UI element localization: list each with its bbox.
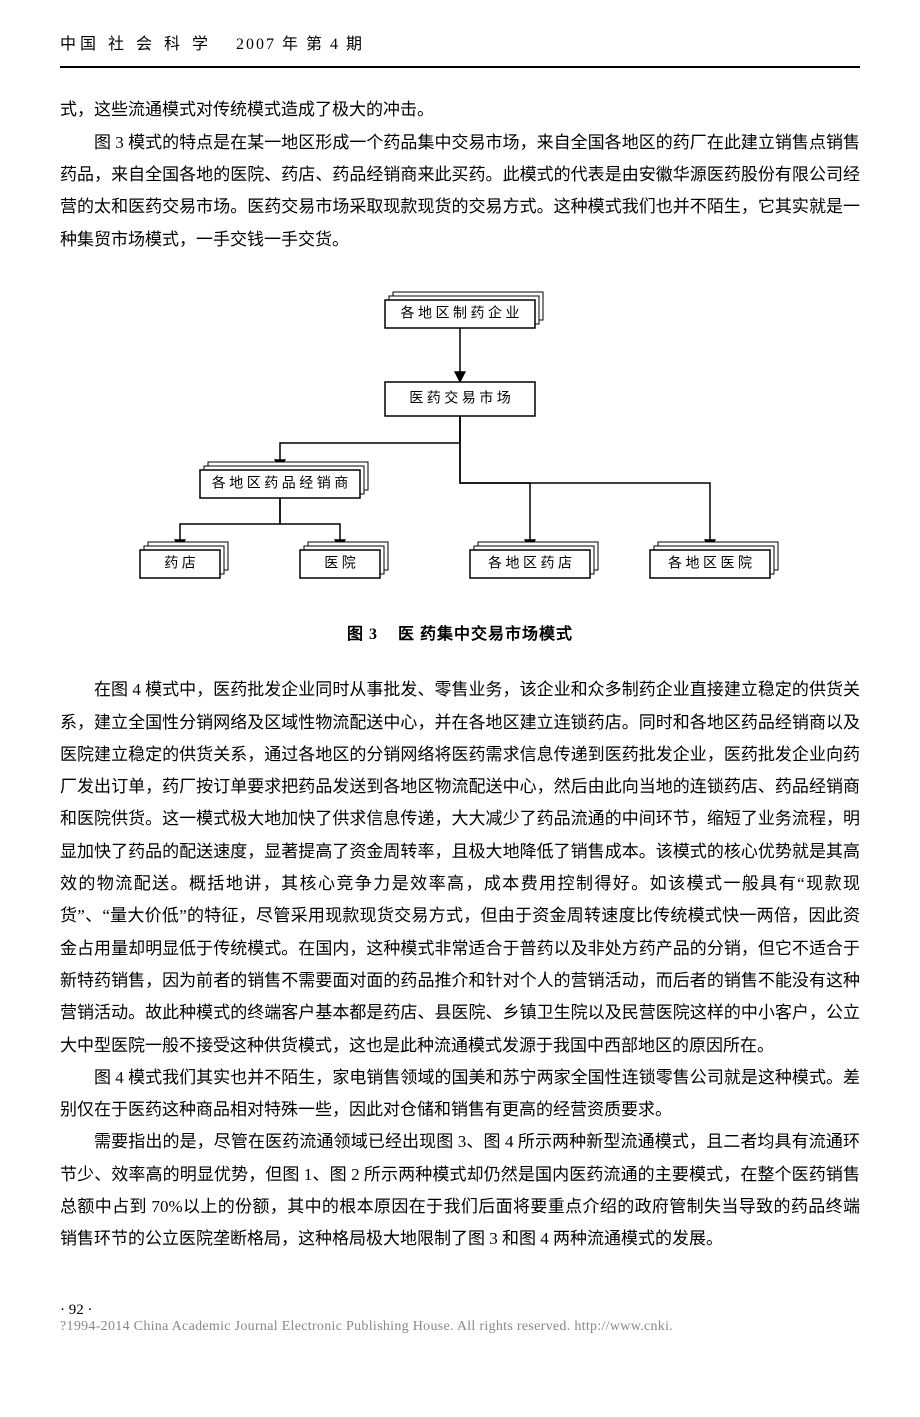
body-paragraph-1: 图 3 模式的特点是在某一地区形成一个药品集中交易市场，来自全国各地区的药厂在此… [60,127,860,256]
svg-text:各 地 区 药 品 经 销 商: 各 地 区 药 品 经 销 商 [212,475,349,491]
figure-number: 图 3 [347,626,378,643]
footer-copyright: ?1994-2014 China Academic Journal Electr… [60,1314,860,1341]
svg-text:各 地 区 药 店: 各 地 区 药 店 [488,555,572,571]
body-paragraph-4: 需要指出的是，尽管在医药流通领域已经出现图 3、图 4 所示两种新型流通模式，且… [60,1126,860,1255]
svg-text:各 地 区 制 药 企 业: 各 地 区 制 药 企 业 [401,304,520,321]
body-paragraph-3: 图 4 模式我们其实也并不陌生，家电销售领域的国美和苏宁两家全国性连锁零售公司就… [60,1062,860,1127]
figure-caption: 图 3 医 药集中交易市场模式 [60,620,860,650]
journal-name: 中国 社 会 科 学 [60,36,212,53]
svg-text:药 店: 药 店 [164,555,196,571]
figure-title: 医 药集中交易市场模式 [398,626,573,643]
page-header: 中国 社 会 科 学 2007 年 第 4 期 [60,30,860,68]
issue-info: 2007 年 第 4 期 [236,36,364,53]
svg-text:医 院: 医 院 [324,555,356,571]
body-paragraph-0: 式，这些流通模式对传统模式造成了极大的冲击。 [60,94,860,126]
body-paragraph-2: 在图 4 模式中，医药批发企业同时从事批发、零售业务，该企业和众多制药企业直接建… [60,674,860,1062]
svg-text:各 地 区 医 院: 各 地 区 医 院 [668,555,752,571]
svg-text:医 药 交 易 市 场: 医 药 交 易 市 场 [409,389,511,406]
figure-3-diagram: 各 地 区 制 药 企 业医 药 交 易 市 场各 地 区 药 品 经 销 商药… [60,284,860,604]
